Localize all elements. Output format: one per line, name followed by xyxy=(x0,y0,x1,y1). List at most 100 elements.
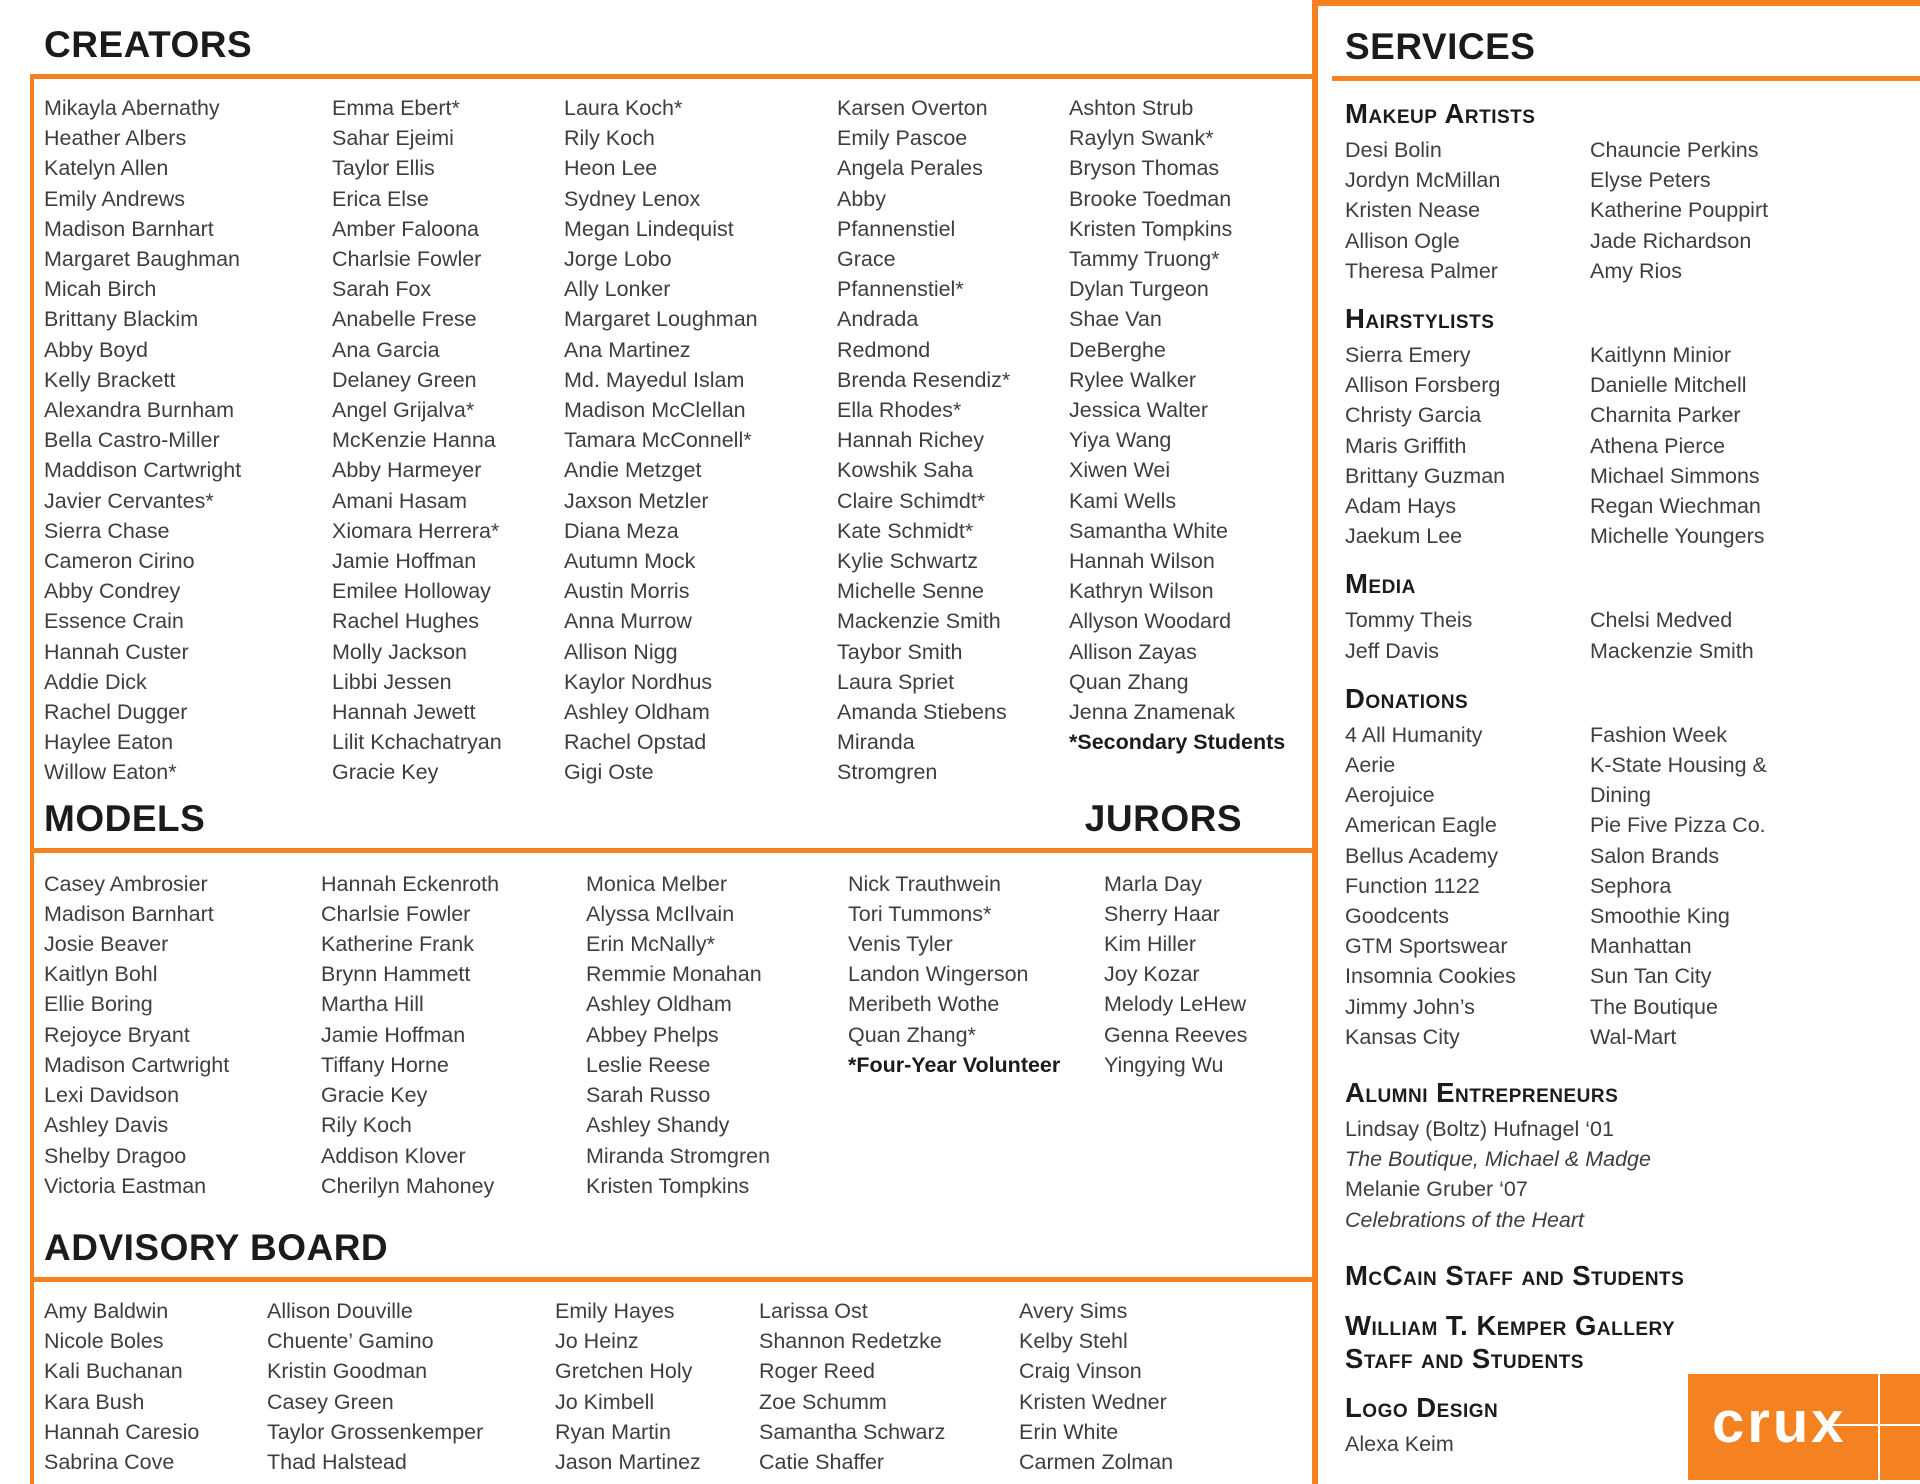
models-section: MODELS JURORS Casey Ambrosier Madison Bar… xyxy=(30,797,1312,1201)
media-name: Jeff Davis xyxy=(1345,638,1439,663)
services-panel: SERVICES Makeup Artists Desi Bolin Jordyn… xyxy=(1318,0,1920,1484)
model-name: Tori Tummons* xyxy=(848,901,992,926)
advisory-column-2: Allison Douville Chuente’ Gamino Kristin G… xyxy=(267,1296,555,1477)
creators-column-5: Ashton Strub Raylyn Swank* Bryson Thomas Br… xyxy=(1069,93,1312,788)
hairstylists-list: Sierra Emery Allison Forsberg Christy Garc… xyxy=(1345,340,1902,551)
model-name: Sarah Russo xyxy=(586,1083,711,1108)
creator-name: Bella Castro-Miller xyxy=(44,428,220,453)
creator-name: Abby Harmeyer xyxy=(332,458,482,483)
creator-name: Abby xyxy=(837,186,887,211)
advisor-name: Shannon Redetzke xyxy=(759,1329,942,1354)
hairstylist-name: Charnita Parker xyxy=(1590,403,1741,428)
creators-section: CREATORS Mikayla Abernathy Heather Albers… xyxy=(30,24,1312,788)
creator-name: Allyson Woodard xyxy=(1069,609,1232,634)
model-name: Leslie Reese xyxy=(586,1052,711,1077)
crux-logo-text: crux xyxy=(1712,1390,1847,1455)
model-name: Jamie Hoffman xyxy=(321,1022,466,1047)
creators-column-3: Laura Koch* Rily Koch Heon Lee Sydney Lenox… xyxy=(564,93,837,788)
models-title: MODELS xyxy=(44,797,206,839)
media-list: Tommy Theis Jeff Davis Chelsi Medved Macke… xyxy=(1345,605,1902,665)
model-name: Ashley Shandy xyxy=(586,1113,730,1138)
advisor-name: Jason Martinez xyxy=(555,1449,701,1474)
advisor-name: Kali Buchanan xyxy=(44,1359,183,1384)
donor-name: Kansas City xyxy=(1345,1024,1460,1049)
creator-name: Kowshik Saha xyxy=(837,458,974,483)
donor-name: Dining xyxy=(1590,783,1651,808)
alumni-line: Lindsay (Boltz) Hufnagel ‘01 xyxy=(1345,1117,1614,1142)
creator-name: Sahar Ejeimi xyxy=(332,126,454,151)
hairstylist-name: Michael Simmons xyxy=(1590,463,1760,488)
model-name: Venis Tyler xyxy=(848,932,953,957)
model-name: Lexi Davidson xyxy=(44,1083,180,1108)
creator-name: Alexandra Burnham xyxy=(44,398,235,423)
advisor-name: Larissa Ost xyxy=(759,1298,868,1323)
alumni-line: The Boutique, Michael & Madge xyxy=(1345,1147,1651,1172)
creator-name: Md. Mayedul Islam xyxy=(564,367,745,392)
creator-name: Javier Cervantes* xyxy=(44,488,214,513)
models-column-2: Hannah Eckenroth Charlsie Fowler Katherine… xyxy=(321,869,586,1201)
donor-name: Sun Tan City xyxy=(1590,964,1712,989)
creator-name: Molly Jackson xyxy=(332,639,468,664)
juror-name: Yingying Wu xyxy=(1104,1052,1224,1077)
alumni-entrepreneurs-heading: Alumni Entrepreneurs xyxy=(1345,1077,1619,1109)
creator-name: Madison McClellan xyxy=(564,398,746,423)
creator-name: Sarah Fox xyxy=(332,277,432,302)
donor-name: American Eagle xyxy=(1345,813,1497,838)
juror-name: Joy Kozar xyxy=(1104,962,1200,987)
model-name: Rejoyce Bryant xyxy=(44,1022,190,1047)
creator-name: Jamie Hoffman xyxy=(332,549,477,574)
creator-name: Katelyn Allen xyxy=(44,156,169,181)
donor-name: Pie Five Pizza Co. xyxy=(1590,813,1766,838)
creator-name: Sydney Lenox xyxy=(564,186,701,211)
kemper-gallery-heading-line-2: Staff and Students xyxy=(1345,1342,1584,1374)
hairstylist-name: Danielle Mitchell xyxy=(1590,373,1747,398)
advisor-name: Hannah Caresio xyxy=(44,1419,200,1444)
makeup-artist-name: Elyse Peters xyxy=(1590,168,1711,193)
creator-name: Andrada xyxy=(837,307,919,332)
hairstylist-name: Regan Wiechman xyxy=(1590,494,1761,519)
creator-name: Rily Koch xyxy=(564,126,655,151)
juror-name: Sherry Haar xyxy=(1104,901,1220,926)
juror-name: Kim Hiller xyxy=(1104,932,1196,957)
creator-name: Rachel Dugger xyxy=(44,700,188,725)
advisor-name: Allison Douville xyxy=(267,1298,413,1323)
model-name: Quan Zhang* xyxy=(848,1022,976,1047)
advisor-name: Taylor Grossenkemper xyxy=(267,1419,484,1444)
model-name: Kaitlyn Bohl xyxy=(44,962,158,987)
creator-name: Ana Martinez xyxy=(564,337,691,362)
crux-crosshair-vertical-line xyxy=(1878,1374,1880,1480)
makeup-artist-name: Desi Bolin xyxy=(1345,138,1442,162)
donor-name: The Boutique xyxy=(1590,994,1718,1019)
model-name: Cherilyn Mahoney xyxy=(321,1173,495,1198)
alumni-entrepreneurs-list: Lindsay (Boltz) Hufnagel ‘01 The Boutique… xyxy=(1345,1114,1902,1235)
creator-name: Brooke Toedman xyxy=(1069,186,1232,211)
model-name: Miranda Stromgren xyxy=(586,1143,771,1168)
creator-name: Margaret Baughman xyxy=(44,247,240,272)
creator-name: Jorge Lobo xyxy=(564,247,672,272)
model-name: Remmie Monahan xyxy=(586,962,762,987)
donor-name: K-State Housing & xyxy=(1590,753,1767,778)
donor-name: Aerojuice xyxy=(1345,783,1435,808)
model-name: Rily Koch xyxy=(321,1113,412,1138)
creator-name: Samantha White xyxy=(1069,518,1228,543)
creator-name: Libbi Jessen xyxy=(332,669,452,694)
creator-name: Kristen Tompkins xyxy=(1069,216,1233,241)
creator-name: Mackenzie Smith xyxy=(837,609,1001,634)
juror-name: Melody LeHew xyxy=(1104,992,1247,1017)
creator-name: Taybor Smith xyxy=(837,639,963,664)
creator-name: Laura Spriet xyxy=(837,669,955,694)
creator-name: Charlsie Fowler xyxy=(332,247,482,272)
creator-name: Allison Nigg xyxy=(564,639,678,664)
creator-name: Allison Zayas xyxy=(1069,639,1197,664)
creator-name: Emily Andrews xyxy=(44,186,185,211)
creator-name: Andie Metzget xyxy=(564,458,702,483)
left-panel: CREATORS Mikayla Abernathy Heather Albers… xyxy=(30,24,1312,1477)
media-column-2: Chelsi Medved Mackenzie Smith xyxy=(1590,605,1902,665)
hairstylist-name: Jaekum Lee xyxy=(1345,524,1463,549)
creator-name: Margaret Loughman xyxy=(564,307,758,332)
model-name: Charlsie Fowler xyxy=(321,901,471,926)
donations-list: 4 All Humanity Aerie Aerojuice American Eag… xyxy=(1345,720,1902,1052)
creator-name: DeBerghe xyxy=(1069,337,1166,362)
advisory-column-4: Larissa Ost Shannon Redetzke Roger Reed Zoe… xyxy=(759,1296,1019,1477)
